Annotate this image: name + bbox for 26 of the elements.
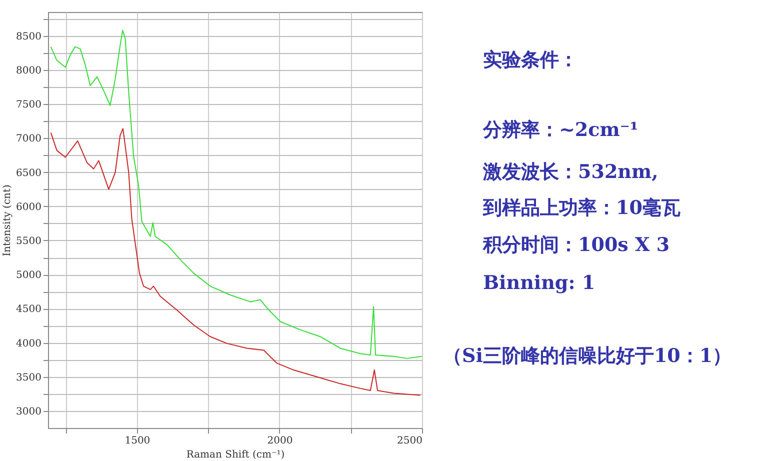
y-tick-label: 7500 [16, 100, 42, 111]
y-tick-label: 7000 [16, 134, 42, 145]
y-tick-label: 8500 [16, 31, 42, 42]
y-tick-label: 4500 [16, 304, 42, 316]
text: 分辨率：~2cm⁻¹ [482, 119, 638, 141]
y-tick-label: 5000 [16, 270, 42, 282]
line-series [50, 128, 421, 396]
line-series [50, 30, 422, 359]
text: 到样品上功率：10毫瓦 [482, 197, 680, 219]
y-tick-label: 3500 [16, 372, 42, 384]
y-tick-label: 3000 [16, 406, 42, 418]
y-tick-label: 6000 [16, 202, 42, 213]
x-tick-label: 2500 [397, 436, 422, 446]
text: （Si三阶峰的信噪比好于10：1） [443, 345, 732, 367]
text: Binning: 1 [483, 272, 596, 294]
x-tick-label: 1500 [124, 436, 150, 446]
text: 积分时间：100s X 3 [482, 234, 670, 256]
y-tick-label: 4000 [16, 338, 42, 350]
y-tick-label: 5500 [16, 236, 42, 247]
text: 激发波长：532nm, [482, 161, 658, 183]
y-tick-label: 6500 [16, 168, 42, 179]
y-axis-title: Intensity (cnt) [2, 184, 14, 256]
text: 实验条件： [483, 49, 578, 71]
y-tick-label: 8000 [16, 65, 42, 76]
x-axis-title: Raman Shift (cm⁻¹) [186, 450, 285, 460]
x-tick-label: 2000 [267, 436, 293, 446]
